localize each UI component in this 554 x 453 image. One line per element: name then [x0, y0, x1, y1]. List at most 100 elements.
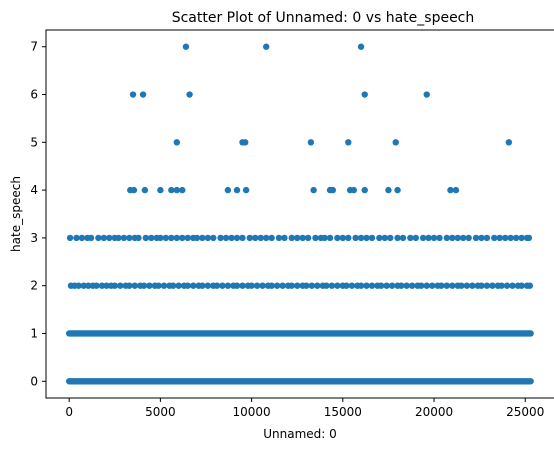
data-point — [126, 234, 133, 242]
data-point — [310, 186, 317, 194]
data-point — [314, 282, 321, 289]
data-point — [257, 234, 264, 242]
data-point — [168, 186, 175, 194]
data-point — [222, 234, 230, 242]
data-point — [483, 234, 491, 242]
data-point — [157, 234, 164, 242]
data-point — [503, 282, 511, 289]
data-point — [483, 282, 491, 289]
data-point — [418, 282, 425, 289]
data-point — [129, 91, 137, 98]
y-axis-label: hate_speech — [9, 176, 23, 252]
data-point — [304, 234, 312, 242]
data-point — [95, 234, 102, 242]
data-point — [179, 234, 186, 242]
data-point — [376, 234, 383, 242]
data-point — [423, 282, 430, 289]
x-axis-label: Unnamed: 0 — [263, 427, 337, 441]
data-point — [131, 282, 139, 289]
data-point — [233, 282, 241, 289]
data-point — [294, 234, 301, 242]
data-point — [288, 282, 295, 289]
data-point — [190, 282, 197, 289]
data-band-y1 — [65, 330, 534, 337]
x-tick-label: 20000 — [415, 405, 453, 419]
data-point — [98, 282, 106, 289]
y-tick-label: 5 — [30, 135, 38, 149]
data-point — [430, 234, 438, 242]
y-tick-label: 2 — [30, 279, 38, 293]
data-point — [106, 234, 113, 242]
data-point — [275, 234, 283, 242]
data-point — [75, 282, 82, 289]
data-point — [184, 282, 191, 289]
data-point — [361, 91, 368, 98]
data-point — [228, 234, 235, 242]
data-point — [259, 282, 266, 289]
x-tick-label: 0 — [65, 405, 73, 419]
data-band-y0 — [65, 378, 534, 385]
data-point — [157, 186, 164, 194]
data-point — [498, 282, 505, 289]
data-point — [175, 282, 182, 289]
data-point — [385, 186, 392, 194]
data-point — [246, 234, 253, 242]
data-point — [73, 234, 80, 242]
data-point — [463, 282, 471, 289]
data-point — [357, 43, 365, 50]
data-point — [263, 43, 270, 50]
y-tick-label: 4 — [30, 183, 38, 197]
data-point — [454, 234, 461, 242]
data-point — [103, 282, 110, 289]
data-point — [357, 234, 365, 242]
y-tick-label: 7 — [30, 40, 38, 54]
data-point — [126, 282, 133, 289]
data-point — [173, 186, 181, 194]
data-point — [377, 282, 385, 289]
data-point — [281, 234, 288, 242]
y-tick-label: 6 — [30, 88, 38, 102]
data-point — [268, 234, 275, 242]
data-point — [505, 139, 513, 146]
x-tick-label: 25000 — [506, 405, 544, 419]
data-point — [383, 282, 390, 289]
data-point — [465, 234, 472, 242]
data-point — [307, 139, 315, 146]
x-tick-label: 15000 — [324, 405, 362, 419]
data-point — [242, 186, 250, 194]
data-point — [363, 282, 370, 289]
data-point — [219, 282, 226, 289]
data-point — [368, 282, 376, 289]
data-point — [169, 282, 177, 289]
data-point — [357, 282, 365, 289]
data-point — [489, 282, 496, 289]
y-tick-label: 3 — [30, 231, 38, 245]
data-point — [339, 234, 347, 242]
data-point — [263, 234, 270, 242]
data-point — [162, 234, 170, 242]
data-point — [252, 234, 259, 242]
data-point — [224, 186, 232, 194]
data-point — [193, 234, 201, 242]
data-point — [66, 234, 74, 242]
chart-title: Scatter Plot of Unnamed: 0 vs hate_speec… — [172, 10, 475, 26]
data-point — [288, 234, 295, 242]
data-point — [210, 234, 217, 242]
data-point — [403, 282, 410, 289]
y-tick-label: 1 — [30, 326, 38, 340]
data-point — [299, 234, 306, 242]
data-point — [279, 282, 286, 289]
data-point — [518, 282, 525, 289]
data-point — [425, 234, 432, 242]
data-point — [224, 282, 232, 289]
data-point — [429, 282, 436, 289]
data-point — [525, 234, 533, 242]
data-point — [472, 234, 480, 242]
data-point — [141, 186, 149, 194]
data-point — [186, 91, 193, 98]
data-point — [443, 234, 451, 242]
data-point — [100, 234, 108, 242]
y-axis-ticks: 0 1 2 3 4 5 6 7 — [30, 40, 46, 388]
x-axis-ticks: 0 5000 10000 15000 20000 25000 — [65, 398, 544, 419]
data-point — [312, 234, 319, 242]
